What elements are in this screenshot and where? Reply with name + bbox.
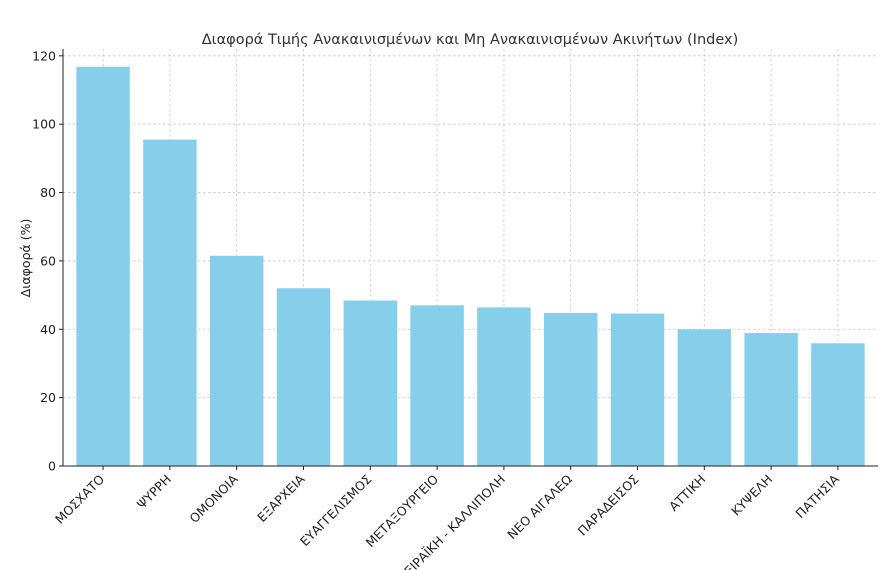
- y-tick-label: 20: [40, 390, 56, 405]
- bar: [677, 329, 732, 466]
- y-tick-label: 0: [48, 459, 56, 474]
- bar: [811, 343, 865, 466]
- bar: [343, 300, 398, 466]
- x-tick-label: ΠΕΙΡΑΪΚΗ - ΚΑΛΛΙΠΟΛΗ: [394, 472, 508, 570]
- bar: [477, 307, 531, 466]
- bar: [276, 288, 331, 466]
- y-tick-label: 120: [32, 48, 56, 63]
- bar: [410, 305, 464, 466]
- x-tick-label: ΑΤΤΙΚΗ: [666, 472, 709, 515]
- y-tick-label: 60: [40, 253, 56, 268]
- y-tick-label: 100: [32, 117, 56, 132]
- y-tick-label: 40: [40, 322, 56, 337]
- bar: [610, 313, 665, 466]
- bar: [209, 255, 264, 466]
- chart-title: Διαφορά Τιμής Ανακαινισμένων και Μη Ανακ…: [202, 32, 739, 48]
- bar: [76, 66, 130, 466]
- bar: [744, 333, 798, 466]
- y-ticks-layer: 0 20 40 60 80 100 120: [32, 48, 63, 474]
- x-tick-label: ΜΟΣΧΑΤΟ: [52, 471, 107, 526]
- x-ticks-layer: ΜΟΣΧΑΤΟ ΨΥΡΡΗ ΟΜΟΝΟΙΑ ΕΞΑΡΧΕΙΑΕΥΑΓΓΕΛΙΣΜΟΣΜ…: [52, 466, 842, 570]
- y-axis-label: Διαφορά (%): [18, 219, 33, 298]
- x-tick-label: ΝΕΟ ΑΙΓΑΛΕΩ: [504, 471, 575, 542]
- x-tick-label: ΚΥΨΕΛΗ: [728, 472, 775, 519]
- x-tick-label: ΟΜΟΝΟΙΑ: [186, 471, 241, 526]
- x-tick-label: ΠΑΡΑΔΕΙΣΟΣ: [575, 471, 642, 538]
- bars-layer: [76, 66, 865, 466]
- x-tick-label: ΕΥΑΓΓΕΛΙΣΜΟΣ: [297, 471, 375, 549]
- x-tick-label: ΠΑΤΗΣΙΑ: [792, 471, 842, 521]
- y-tick-label: 80: [40, 185, 56, 200]
- x-tick-label: ΕΞΑΡΧΕΙΑ: [254, 471, 308, 525]
- x-tick-label: ΨΥΡΡΗ: [134, 472, 174, 512]
- axes-layer: [62, 49, 878, 467]
- bar: [143, 139, 197, 466]
- bar: [543, 312, 598, 466]
